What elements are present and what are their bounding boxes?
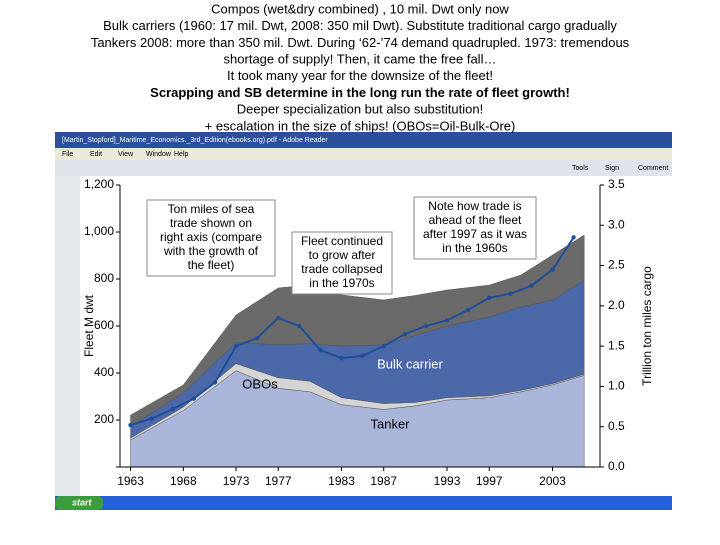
x-tick-label: 1968 — [170, 474, 197, 488]
side-panel — [55, 176, 80, 496]
trade-point — [444, 318, 450, 323]
slide-line: shortage of supply! Then, it came the fr… — [224, 52, 497, 67]
trade-point — [170, 406, 175, 412]
y-tick-label: 400 — [94, 365, 114, 379]
x-tick-label: 1997 — [476, 474, 503, 488]
menu-item: Edit — [90, 151, 102, 158]
callout-text: trade collapsed — [301, 262, 382, 276]
y-tick-label: 600 — [94, 318, 114, 332]
callout-text: after 1997 as it was — [423, 227, 527, 241]
title-bar — [55, 132, 672, 148]
y2-axis-label: Trillion ton miles cargo — [640, 266, 654, 386]
slide-line: Bulk carriers (1960: 17 mil. Dwt, 2008: … — [103, 18, 617, 33]
toolbar-button[interactable]: Sign — [605, 165, 619, 172]
trade-point — [212, 380, 218, 385]
callout-text: ahead of the fleet — [429, 213, 522, 227]
callout-box — [146, 199, 276, 277]
menu-item: Help — [174, 151, 189, 158]
trade-point — [276, 315, 281, 321]
trade-point — [297, 323, 302, 329]
trade-point — [487, 295, 492, 300]
x-tick-label: 1987 — [370, 474, 397, 488]
y2-tick-label: 3.5 — [608, 177, 625, 191]
callout-box — [291, 231, 393, 295]
trade-point — [360, 353, 365, 359]
callout-text: Ton miles of sea — [168, 202, 255, 216]
y-tick-label: 800 — [94, 271, 114, 285]
callout-text: the fleet) — [188, 258, 235, 272]
trade-point — [149, 416, 154, 421]
slide-line: Tankers 2008: more than 350 mil. Dwt. Du… — [91, 35, 630, 50]
trade-point — [191, 396, 197, 401]
x-tick-label: 1963 — [117, 474, 144, 488]
callout-text: Fleet continued — [301, 234, 383, 248]
x-tick-label: 2003 — [539, 474, 566, 488]
trade-point — [423, 323, 429, 329]
slide-line: + escalation in the size of ships! (OBOs… — [205, 118, 516, 133]
callout-text: trade shown on — [170, 216, 252, 230]
x-tick-label: 1983 — [328, 474, 355, 488]
x-tick-label: 1973 — [223, 474, 250, 488]
area-label: Bulk carrier — [377, 356, 443, 371]
trade-point — [233, 343, 239, 349]
toolbar — [55, 160, 672, 176]
start-label[interactable]: start — [72, 497, 93, 507]
callout-text: Note how trade is — [428, 199, 521, 213]
callout-box — [413, 196, 537, 260]
trade-point — [571, 235, 576, 240]
menu-item: File — [62, 151, 73, 158]
y2-tick-label: 2.5 — [608, 258, 625, 272]
trade-point — [128, 422, 133, 428]
slide-line: Scrapping and SB determine in the long r… — [150, 85, 570, 100]
trade-point — [254, 335, 260, 341]
start-button[interactable] — [55, 496, 103, 510]
y2-tick-label: 2.0 — [608, 298, 625, 312]
slide-line: Deeper specialization but also substitut… — [237, 102, 483, 117]
y-axis-label: Fleet M dwt — [82, 294, 96, 357]
area-label: Tanker — [370, 416, 410, 431]
callout-text: with the growth of — [163, 244, 259, 258]
x-tick-label: 1993 — [434, 474, 461, 488]
trade-point — [465, 307, 471, 313]
menu-bar — [55, 148, 672, 160]
toolbar-button[interactable]: Comment — [638, 165, 668, 172]
trade-line — [130, 236, 575, 427]
y-tick-label: 1,000 — [84, 224, 114, 238]
callout-text: to grow after — [309, 248, 376, 262]
taskbar — [55, 496, 672, 510]
x-tick-label: 1977 — [265, 474, 292, 488]
callout-text: right axis (compare — [160, 230, 262, 244]
y-tick-label: 200 — [94, 412, 114, 426]
y2-tick-label: 0.5 — [608, 419, 625, 433]
slide-line: It took many year for the downsize of th… — [227, 68, 493, 83]
trade-point — [402, 331, 408, 337]
area-label: OBOs — [242, 376, 278, 391]
y2-tick-label: 1.5 — [608, 338, 625, 352]
trade-point — [508, 291, 513, 296]
trade-point — [339, 356, 344, 361]
trade-point — [381, 343, 386, 349]
y2-tick-label: 0.0 — [608, 459, 625, 473]
y-tick-label: 1,200 — [84, 177, 114, 191]
callout-text: in the 1970s — [309, 276, 374, 290]
trade-point — [318, 347, 323, 353]
slide-line: Compos (wet&dry combined) , 10 mil. Dwt … — [211, 1, 509, 16]
menu-item: View — [118, 151, 134, 158]
y2-tick-label: 1.0 — [608, 379, 625, 393]
window-title: [Martin_Stopford]_Maritime_Economics._3r… — [62, 137, 328, 144]
menu-item: Window — [146, 151, 172, 158]
trade-point — [550, 267, 555, 272]
toolbar-button[interactable]: Tools — [572, 165, 589, 172]
callout-text: in the 1960s — [442, 241, 507, 255]
trade-point — [529, 283, 534, 288]
y2-tick-label: 3.0 — [608, 217, 625, 231]
